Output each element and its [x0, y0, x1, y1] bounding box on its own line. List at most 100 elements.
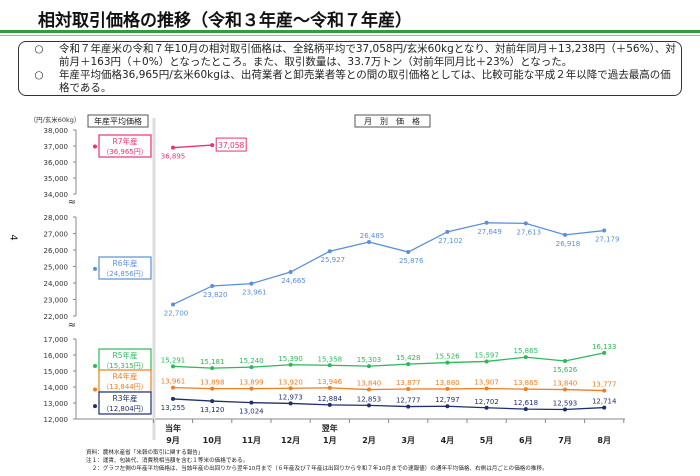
data-point-r6 [406, 250, 411, 255]
average-label-r5: （15,315円） [102, 362, 148, 370]
data-point-r6 [288, 270, 293, 275]
summary-box: ○ 令和７年産米の令和７年10月の相対取引価格は、全銘柄平均で37,058円/玄米… [18, 41, 682, 96]
data-point-r3 [288, 401, 293, 406]
data-label-r7: 36,895 [161, 153, 186, 161]
data-label-r6: 24,665 [281, 277, 306, 285]
data-label-r3: 12,593 [553, 400, 578, 408]
summary-item: ○ 令和７年産米の令和７年10月の相対取引価格は、全銘柄平均で37,058円/玄米… [19, 43, 681, 69]
summary-text: 年産平均価格36,965円/玄米60kgは、出荷業者と卸売業者等との間の取引価格… [59, 69, 671, 94]
data-label-r4: 13,920 [278, 378, 303, 386]
data-point-r4 [249, 386, 254, 391]
y-tick-label: 23,000 [44, 297, 69, 305]
x-tick-label: 7月 [558, 436, 572, 445]
data-point-r6 [171, 302, 175, 307]
data-label-r6: 27,102 [438, 237, 463, 245]
title-rule [0, 30, 700, 33]
x-tick-label: 12月 [281, 436, 300, 445]
y-tick-label: 22,000 [44, 313, 69, 321]
data-label-r4: 13,898 [200, 379, 225, 387]
data-point-r3 [523, 407, 528, 412]
series-name-r3: R3年産 [113, 393, 138, 403]
data-label-r6: 23,961 [242, 289, 267, 297]
right-header: 月 別 価 格 [364, 116, 420, 126]
x-tick-label: 3月 [401, 436, 415, 445]
x-tick-label: 6月 [519, 436, 533, 445]
data-label-r6: 26,918 [556, 240, 581, 248]
right-header-box [354, 114, 431, 128]
bullet-icon: ○ [34, 43, 44, 55]
axis-break-icon: ≈ [68, 197, 76, 208]
footnote-2: ２：グラフ左側の年産平均価格は、当該年産の出回りから翌年10月まで（６年産及び７… [86, 466, 548, 472]
data-label-r4: 13,840 [553, 380, 578, 388]
y-tick-label: 36,000 [44, 159, 69, 167]
footnote-source: 資料：農林水産省「米穀の取引に関する報告」 [86, 450, 204, 456]
data-point-r3 [445, 404, 450, 409]
data-point-r6 [210, 283, 215, 288]
data-label-r5: 15,865 [514, 347, 539, 355]
y-tick-label: 35,000 [44, 175, 69, 183]
data-point-r5 [445, 360, 450, 365]
data-label-r6: 27,613 [517, 228, 542, 236]
x-tick-label: 5月 [480, 436, 494, 445]
y-tick-label: 16,000 [44, 352, 69, 360]
left-header-box [87, 114, 149, 128]
data-label-r4: 13,907 [474, 378, 499, 386]
data-point-r5 [210, 366, 215, 371]
data-label-r3: 12,702 [474, 398, 499, 406]
y-tick-label: 17,000 [44, 336, 69, 344]
data-point-r4 [367, 387, 371, 392]
footnotes: 資料：農林水産省「米穀の取引に関する報告」 注１：運賃、包装代、消費税相当額を含… [86, 449, 548, 473]
data-label-r3: 12,618 [514, 399, 539, 407]
data-label-r3: 13,024 [239, 408, 264, 416]
data-label-r4: 13,946 [318, 378, 343, 386]
title-rule-thin [0, 35, 700, 36]
data-point-r3 [327, 402, 332, 407]
x-tick-label: 4月 [441, 436, 455, 445]
series-line-r3 [172, 398, 605, 411]
data-label-r3: 12,973 [278, 393, 303, 401]
y-tick-label: 13,000 [44, 400, 69, 408]
data-label-r4: 13,777 [592, 381, 617, 389]
data-point-r4 [602, 388, 607, 393]
data-label-r4: 13,865 [514, 379, 539, 387]
series-line-r5 [172, 352, 605, 369]
data-label-r4: 13,877 [396, 379, 421, 387]
y-tick-label: 37,000 [44, 143, 69, 151]
axis-break-icon: ≈ [68, 320, 76, 331]
data-label-r5: 15,626 [553, 366, 578, 374]
y-tick-label: 34,000 [44, 191, 69, 199]
y-tick-label: 27,000 [44, 231, 69, 239]
y-tick-label: 12,000 [44, 416, 69, 424]
y-tick-label: 25,000 [44, 264, 69, 272]
x-tick-label: 2月 [362, 436, 376, 445]
data-point-r4 [171, 385, 175, 390]
average-box-r7 [98, 134, 152, 158]
data-label-r7: 37,058 [218, 141, 244, 150]
y-tick-label: 15,000 [44, 368, 69, 376]
data-point-r5 [602, 350, 607, 355]
data-point-r4 [445, 386, 450, 391]
year-label-current: 当年 [165, 423, 181, 433]
data-label-r3: 13,120 [200, 406, 225, 414]
data-label-r4: 13,961 [161, 378, 186, 386]
data-label-r3: 12,884 [318, 395, 343, 403]
y-tick-label: 28,000 [44, 214, 69, 222]
data-point-r4 [210, 386, 215, 391]
data-point-r6 [327, 249, 332, 254]
data-point-r3 [210, 399, 215, 404]
data-label-r6: 25,927 [321, 256, 346, 264]
series-line-r4 [172, 386, 605, 392]
data-label-r5: 15,240 [239, 357, 264, 365]
data-label-r5: 15,597 [474, 351, 499, 359]
data-point-r6 [563, 232, 567, 237]
left-header: 年産平均価格 [94, 116, 142, 126]
data-point-r6 [484, 220, 489, 225]
data-label-r4: 13,840 [357, 380, 382, 388]
x-tick-label: 11月 [242, 436, 261, 445]
average-box-r3 [98, 391, 152, 415]
page-title: 相対取引価格の推移（令和３年産～令和７年産） [38, 11, 412, 31]
bullet-icon: ○ [34, 69, 44, 81]
data-point-r5 [327, 363, 332, 368]
latest-value-box [215, 137, 247, 152]
data-point-r4 [563, 387, 567, 392]
